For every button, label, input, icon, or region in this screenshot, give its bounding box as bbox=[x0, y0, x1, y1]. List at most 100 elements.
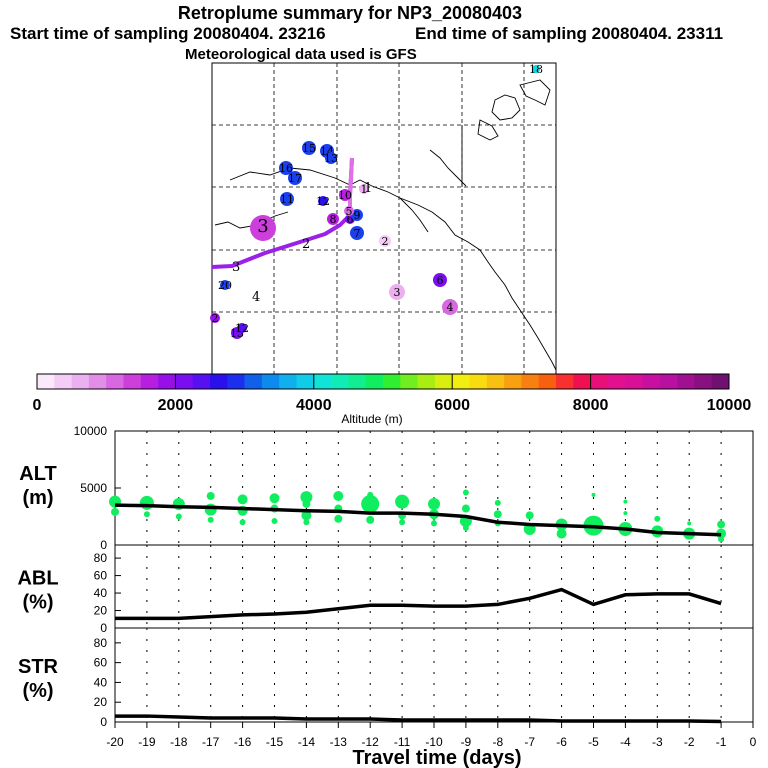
plume-point bbox=[525, 511, 534, 520]
colorbar-swatch bbox=[694, 374, 712, 389]
plume-point bbox=[462, 489, 469, 496]
map-marker: 11 bbox=[280, 192, 294, 206]
map-marker: 12 bbox=[316, 195, 330, 208]
x-tick-label: -16 bbox=[234, 735, 252, 749]
plume-point bbox=[333, 490, 344, 501]
colorbar-swatch bbox=[175, 374, 193, 389]
map-marker-dot bbox=[351, 209, 363, 221]
colorbar-swatch bbox=[365, 374, 384, 389]
colorbar-tick-label: 0 bbox=[33, 397, 42, 414]
map-marker-dot bbox=[250, 215, 276, 241]
map-marker-label: 9 bbox=[354, 209, 361, 222]
plume-point bbox=[271, 518, 278, 525]
colorbar-swatch bbox=[88, 374, 107, 389]
map-marker: 9 bbox=[351, 209, 363, 222]
map-marker-dot bbox=[220, 280, 230, 290]
colorbar-label: Altitude (m) bbox=[341, 412, 402, 426]
x-axis: -20 -19 -18 -17 -16 -15 -14 -13 -12 -11 -10 -9 -8 -7-… bbox=[106, 722, 757, 749]
y-tick-label: 10000 bbox=[74, 424, 108, 438]
plume-point bbox=[269, 493, 280, 504]
colorbar-swatch bbox=[313, 374, 332, 389]
x-tick-label: -8 bbox=[492, 735, 503, 749]
x-tick-label: -7 bbox=[524, 735, 535, 749]
map-marker-label: 6 bbox=[347, 213, 354, 226]
map-marker-dot bbox=[339, 189, 351, 201]
map-marker-dot bbox=[210, 313, 220, 323]
map-marker-label: 16 bbox=[279, 162, 293, 175]
colorbar-swatch bbox=[123, 374, 142, 389]
map-marker: 2 bbox=[210, 312, 220, 325]
plume-point bbox=[718, 536, 725, 543]
y-tick-label: 40 bbox=[94, 586, 108, 600]
map-marker: 4 bbox=[442, 299, 458, 315]
y-axis-title: STR bbox=[18, 656, 59, 678]
map-marker: 2 bbox=[379, 235, 391, 248]
map-marker-dot bbox=[280, 192, 294, 206]
y-tick-label: 20 bbox=[94, 604, 108, 618]
plume-point bbox=[237, 494, 248, 505]
map-marker-dot bbox=[389, 284, 405, 300]
x-tick-label: -2 bbox=[684, 735, 695, 749]
plume-point bbox=[301, 510, 312, 521]
plume-point bbox=[143, 511, 150, 518]
colorbar-swatch bbox=[140, 374, 159, 389]
colorbar-swatch bbox=[296, 374, 315, 389]
plume-point bbox=[493, 510, 502, 519]
panel-abl: 80 60 40 20 0 ABL(%) bbox=[17, 544, 754, 635]
x-axis-label: Travel time (days) bbox=[353, 747, 522, 768]
x-tick-label: -1 bbox=[716, 735, 727, 749]
map-marker-label: 20 bbox=[218, 279, 232, 292]
x-tick-label: -14 bbox=[298, 735, 316, 749]
colorbar-swatch bbox=[607, 374, 626, 389]
plume-point bbox=[395, 494, 410, 509]
map-marker-dot bbox=[350, 226, 364, 240]
plume-point bbox=[303, 519, 310, 526]
map-marker-label: 11 bbox=[280, 193, 294, 206]
map-marker-dot bbox=[237, 323, 247, 333]
map-marker: 15 bbox=[302, 141, 316, 155]
y-tick-label: 40 bbox=[94, 675, 108, 689]
y-tick-label: 0 bbox=[100, 538, 107, 552]
map-marker-dot bbox=[302, 141, 316, 155]
x-tick-label: -5 bbox=[588, 735, 599, 749]
x-tick-label: -18 bbox=[170, 735, 188, 749]
y-axis-title: (m) bbox=[22, 487, 53, 509]
colorbar-swatch bbox=[210, 374, 228, 389]
colorbar-swatch bbox=[71, 374, 90, 389]
colorbar-swatch bbox=[37, 374, 55, 389]
colorbar-swatch bbox=[469, 374, 488, 389]
map-marker: 10 bbox=[338, 189, 352, 202]
map-marker-label: 12 bbox=[235, 322, 249, 335]
abl-line bbox=[115, 587, 722, 621]
met-data-note: Meteorological data used is GFS bbox=[185, 46, 417, 63]
y-tick-label: 5000 bbox=[80, 481, 107, 495]
colorbar-tick-label: 8000 bbox=[573, 397, 609, 414]
x-tick-label: -10 bbox=[425, 735, 443, 749]
plume-point bbox=[361, 494, 380, 513]
map-marker-label: 13 bbox=[324, 152, 338, 165]
colorbar-swatch bbox=[452, 374, 470, 389]
plume-point bbox=[206, 491, 215, 500]
plume-point bbox=[139, 495, 154, 510]
x-tick-label: -20 bbox=[106, 735, 124, 749]
x-tick-label: -6 bbox=[556, 735, 567, 749]
y-axis-title: ALT bbox=[19, 463, 56, 485]
map-marker-label: 15 bbox=[302, 142, 316, 155]
colorbar: 0 2000 4000 6000 8000 10000 bbox=[33, 373, 751, 414]
panel-str: 80 60 40 20 0 STR(%) bbox=[18, 627, 754, 729]
colorbar-swatch bbox=[192, 374, 211, 389]
x-tick-label: -15 bbox=[266, 735, 284, 749]
map-marker-label: 8 bbox=[330, 213, 337, 226]
time-series-panels: 1000050000ALT(m)806040200ABL(%)806040200… bbox=[17, 424, 754, 729]
x-tick-label: -9 bbox=[461, 735, 472, 749]
map-marker: 7 bbox=[350, 226, 364, 240]
str-line bbox=[115, 714, 722, 724]
plume-point bbox=[462, 524, 469, 531]
y-tick-label: 0 bbox=[100, 621, 107, 635]
map-marker-label: 2 bbox=[382, 235, 389, 248]
map-marker: 3 bbox=[250, 215, 276, 241]
map-marker-dot bbox=[442, 299, 458, 315]
y-tick-label: 60 bbox=[94, 569, 108, 583]
plume-point bbox=[239, 519, 246, 526]
